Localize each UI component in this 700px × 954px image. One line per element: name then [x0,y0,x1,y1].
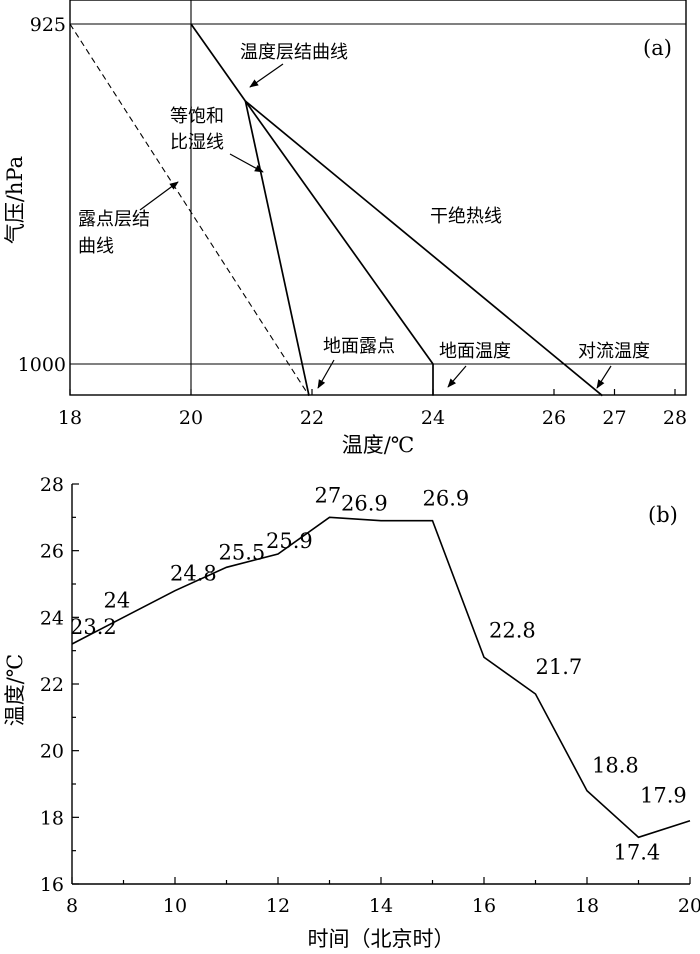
chart-b-data-label: 18.8 [592,754,639,778]
chart-b-y-tick-label: 24 [40,607,64,629]
chart-a-x-tick-label: 22 [300,407,324,429]
annotation-surface-dewpoint: 地面露点 [323,336,395,357]
chart-b-data-label: 22.8 [489,618,536,642]
chart-b-x-tick-label: 10 [163,895,187,917]
chart-b-x-tick-label: 14 [369,895,393,917]
annotation-dewpoint-profile-2: 曲线 [78,236,114,257]
chart-a-panel-label: (a) [643,36,672,60]
annotation-dry-adiabat: 干绝热线 [430,206,502,227]
chart-a-series-1 [244,100,310,396]
chart-a-x-tick-label: 18 [58,407,82,429]
chart-b-data-label: 21.7 [536,655,583,679]
chart-a-x-ticks: 18 20 22 24 26 27 28 [58,389,687,429]
chart-b-data-label: 23.2 [70,615,117,639]
chart-b-data-label: 17.9 [640,784,687,808]
chart-a-series-3 [244,100,603,397]
chart-a-x-tick-label: 28 [663,407,687,429]
chart-b-data-label: 25.9 [266,529,313,553]
arrow-convective-temperature [596,365,612,389]
chart-b-data-label: 26.9 [423,487,470,511]
arrow-surface-dewpoint [317,359,335,389]
annotation-surface-temperature: 地面温度 [439,341,511,362]
chart-b-data-label: 24.8 [170,562,217,586]
chart-a-x-axis-title: 温度/℃ [342,433,415,457]
chart-a-series-4 [244,100,434,365]
chart-b-y-tick-label: 26 [40,541,64,563]
arrow-saturation-line [229,153,264,173]
chart-b-temperature-line [71,516,691,839]
chart-b-y-tick-label: 28 [40,474,64,496]
chart-b-panel-label: (b) [648,503,678,527]
chart-b-x-tick-label: 20 [678,895,700,917]
chart-b-data-label: 25.5 [219,540,266,564]
chart-b-y-axis-title: 温度/℃ [3,654,27,727]
chart-a-y-ticks: 925 1000 [18,14,66,376]
chart-b-y-tick-label: 20 [40,741,64,763]
chart-b-y-tick-label: 16 [40,874,64,896]
chart-b-data-label: 26.9 [341,492,388,516]
chart-b-y-tick-label: 22 [40,674,64,696]
annotation-dewpoint-profile-1: 露点层结 [78,209,150,230]
arrow-temperature-profile [249,63,284,88]
annotation-temperature-profile: 温度层结曲线 [240,42,348,63]
chart-b-data-label: 24 [104,588,131,612]
annotation-saturation-line-1: 等饱和 [170,106,224,127]
chart-b-x-tick-label: 8 [66,895,78,917]
chart-b-y-tick-label: 18 [40,807,64,829]
chart-a-series-0 [190,23,247,102]
chart-a-x-tick-label: 27 [602,407,626,429]
chart-a-y-axis-title: 气压/hPa [3,156,27,244]
annotation-convective-temperature: 对流温度 [578,341,650,362]
chart-b-x-tick-label: 12 [266,895,290,917]
chart-b-y-ticks: 16 18 20 22 24 26 28 [40,474,79,896]
chart-a-x-tick-label: 20 [179,407,203,429]
arrow-dewpoint-profile [139,181,179,211]
chart-a-y-tick-label: 1000 [18,354,66,376]
annotation-saturation-line-2: 比湿线 [170,132,224,153]
chart-a-frame [69,0,687,396]
chart-a: 18 20 22 24 26 27 28 925 1000 (a) 温度/℃ 气压/hPa 温… [3,0,687,457]
chart-a-y-tick-label: 925 [30,14,66,36]
chart-a-series-2 [69,23,310,396]
chart-b-data-label: 27 [315,483,342,507]
chart-a-x-tick-label: 24 [421,407,445,429]
chart-a-gridlines [70,0,686,395]
chart-b-x-axis-title: 时间（北京时） [308,927,455,951]
arrow-surface-temperature [447,365,467,388]
chart-b-data-label: 17.4 [614,840,661,864]
chart-a-series [69,23,603,397]
chart-b-x-ticks: 8 10 12 14 16 18 20 [66,877,700,917]
chart-a-x-tick-label: 26 [542,407,566,429]
chart-b-x-tick-label: 16 [472,895,496,917]
chart-b-x-tick-label: 18 [575,895,599,917]
